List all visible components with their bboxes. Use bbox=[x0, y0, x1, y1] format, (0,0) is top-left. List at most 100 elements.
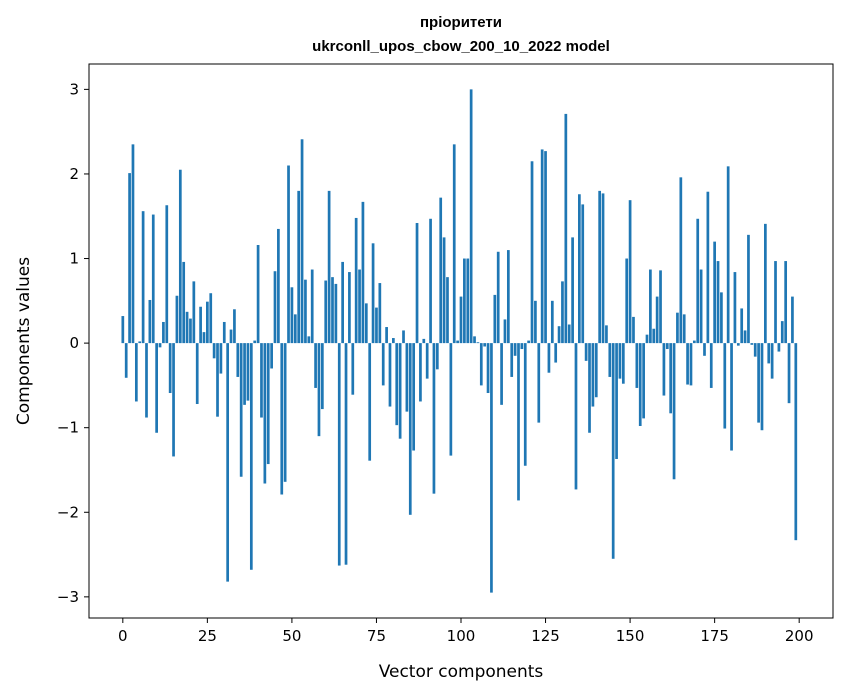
x-axis-label: Vector components bbox=[379, 662, 544, 682]
bar-component-19 bbox=[185, 311, 189, 344]
bar-component-95 bbox=[442, 237, 446, 344]
bar-component-159 bbox=[659, 270, 662, 344]
bar-component-18 bbox=[182, 261, 186, 344]
bar-component-100 bbox=[459, 296, 463, 344]
bar-component-102 bbox=[466, 258, 470, 344]
bar-component-114 bbox=[506, 250, 510, 344]
bar-component-112 bbox=[500, 343, 503, 405]
bar-component-131 bbox=[564, 113, 568, 344]
bar-component-170 bbox=[696, 218, 700, 344]
bar-component-68 bbox=[351, 343, 355, 395]
bar-component-199 bbox=[794, 343, 798, 541]
bar-component-122 bbox=[534, 300, 537, 344]
bar-series bbox=[121, 89, 798, 593]
bar-component-116 bbox=[513, 343, 517, 356]
bar-component-119 bbox=[523, 343, 527, 466]
y-tick-label: −2 bbox=[57, 503, 79, 521]
bar-component-135 bbox=[578, 194, 581, 344]
x-tick-label: 150 bbox=[616, 627, 645, 645]
y-tick-label: 1 bbox=[69, 250, 79, 268]
bar-component-149 bbox=[625, 258, 629, 344]
y-tick-label: 2 bbox=[69, 165, 79, 183]
bar-component-134 bbox=[574, 343, 578, 490]
bar-component-106 bbox=[479, 343, 483, 386]
x-tick-label: 200 bbox=[785, 627, 814, 645]
bar-component-182 bbox=[736, 343, 740, 346]
bar-component-161 bbox=[665, 343, 669, 350]
bar-component-67 bbox=[348, 272, 351, 344]
bar-component-177 bbox=[720, 292, 723, 344]
bar-component-111 bbox=[496, 251, 500, 344]
bar-component-97 bbox=[449, 343, 453, 456]
bar-component-141 bbox=[598, 190, 602, 344]
bar-component-180 bbox=[730, 343, 733, 451]
bar-component-72 bbox=[364, 303, 368, 344]
bar-component-147 bbox=[618, 343, 622, 379]
bar-component-16 bbox=[175, 295, 179, 344]
bar-component-123 bbox=[537, 343, 541, 423]
bar-component-36 bbox=[243, 343, 246, 405]
bar-component-136 bbox=[581, 204, 585, 344]
bar-component-66 bbox=[344, 343, 348, 565]
y-tick-label: 3 bbox=[69, 80, 79, 98]
bar-component-9 bbox=[151, 214, 155, 344]
bar-component-93 bbox=[435, 343, 439, 370]
bar-component-32 bbox=[229, 329, 233, 344]
bar-component-127 bbox=[550, 300, 554, 344]
bar-component-58 bbox=[317, 343, 321, 437]
bar-component-85 bbox=[408, 343, 412, 515]
bar-component-10 bbox=[155, 343, 158, 433]
bar-component-81 bbox=[395, 343, 399, 426]
bar-component-168 bbox=[689, 343, 693, 386]
bar-component-56 bbox=[310, 269, 314, 344]
bar-component-47 bbox=[280, 343, 284, 495]
bar-component-76 bbox=[378, 283, 382, 344]
bar-component-43 bbox=[266, 343, 270, 465]
bar-component-156 bbox=[649, 269, 652, 344]
bar-component-164 bbox=[676, 312, 679, 344]
bar-component-178 bbox=[723, 343, 727, 429]
bar-component-44 bbox=[270, 343, 273, 369]
bar-component-142 bbox=[601, 193, 605, 344]
bar-component-118 bbox=[520, 343, 524, 350]
bar-component-54 bbox=[304, 279, 307, 344]
bar-component-37 bbox=[246, 343, 250, 401]
bar-component-51 bbox=[293, 314, 297, 344]
bar-component-189 bbox=[760, 343, 764, 431]
bar-component-155 bbox=[645, 334, 649, 344]
bar-component-59 bbox=[320, 343, 324, 410]
bar-component-34 bbox=[236, 343, 240, 377]
bar-component-140 bbox=[594, 343, 598, 398]
bar-component-71 bbox=[361, 201, 365, 344]
bar-component-61 bbox=[327, 190, 331, 344]
bar-component-171 bbox=[699, 269, 703, 344]
bar-component-124 bbox=[540, 149, 544, 344]
bar-component-90 bbox=[425, 343, 429, 379]
bar-component-94 bbox=[439, 197, 443, 344]
chart-title: пріоритети bbox=[420, 14, 502, 31]
bar-component-117 bbox=[517, 343, 520, 501]
bar-component-126 bbox=[547, 343, 551, 373]
x-tick-label: 175 bbox=[700, 627, 729, 645]
bar-component-157 bbox=[652, 328, 656, 344]
bar-component-146 bbox=[615, 343, 618, 459]
bar-component-128 bbox=[554, 343, 558, 363]
bar-component-169 bbox=[692, 340, 696, 344]
bar-component-74 bbox=[371, 243, 375, 344]
bar-component-42 bbox=[263, 343, 267, 484]
bar-component-46 bbox=[277, 228, 280, 344]
bar-component-195 bbox=[780, 321, 784, 344]
bar-component-1 bbox=[124, 343, 128, 378]
bar-component-196 bbox=[784, 261, 788, 344]
bar-component-109 bbox=[490, 343, 493, 593]
x-axis-ticks: 0 25 50 75 100 125 150 175 200 bbox=[118, 618, 814, 645]
bar-component-29 bbox=[219, 343, 223, 374]
bar-component-17 bbox=[178, 169, 182, 344]
bar-component-38 bbox=[249, 343, 253, 570]
bar-component-60 bbox=[324, 280, 328, 344]
bar-component-99 bbox=[456, 340, 459, 344]
bar-component-185 bbox=[747, 234, 750, 344]
bar-component-108 bbox=[486, 343, 490, 394]
bar-component-15 bbox=[172, 343, 175, 457]
